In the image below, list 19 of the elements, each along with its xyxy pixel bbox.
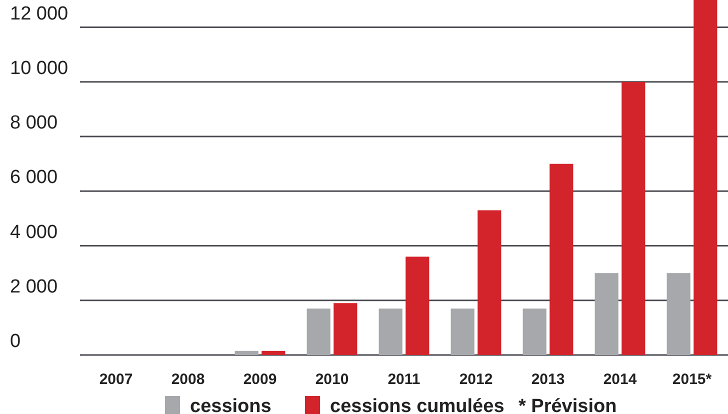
x-tick-label: 2015* — [672, 371, 712, 388]
y-tick-label: 2 000 — [10, 276, 58, 298]
y-tick-label: 6 000 — [10, 167, 58, 188]
x-tick-label: 2010 — [315, 371, 349, 388]
y-tick-label: 10 000 — [10, 58, 68, 79]
x-tick-label: 2008 — [171, 371, 205, 388]
x-tick-label: 2013 — [531, 371, 565, 388]
x-tick-label: 2007 — [99, 371, 133, 388]
x-tick-label: 2014 — [603, 371, 638, 388]
legend-label: cessions — [190, 396, 272, 414]
x-tick-label: 2012 — [459, 371, 493, 388]
text: * Prévision — [518, 396, 617, 414]
y-tick-label: 0 — [10, 331, 21, 352]
x-tick-label: 2011 — [388, 371, 420, 388]
y-tick-label: 4 000 — [10, 222, 58, 243]
x-tick-label: 2009 — [243, 371, 277, 388]
legend-label: cessions cumulées — [330, 396, 504, 414]
y-tick-label: 8 000 — [10, 112, 58, 134]
y-tick-label: 12 000 — [10, 3, 68, 24]
